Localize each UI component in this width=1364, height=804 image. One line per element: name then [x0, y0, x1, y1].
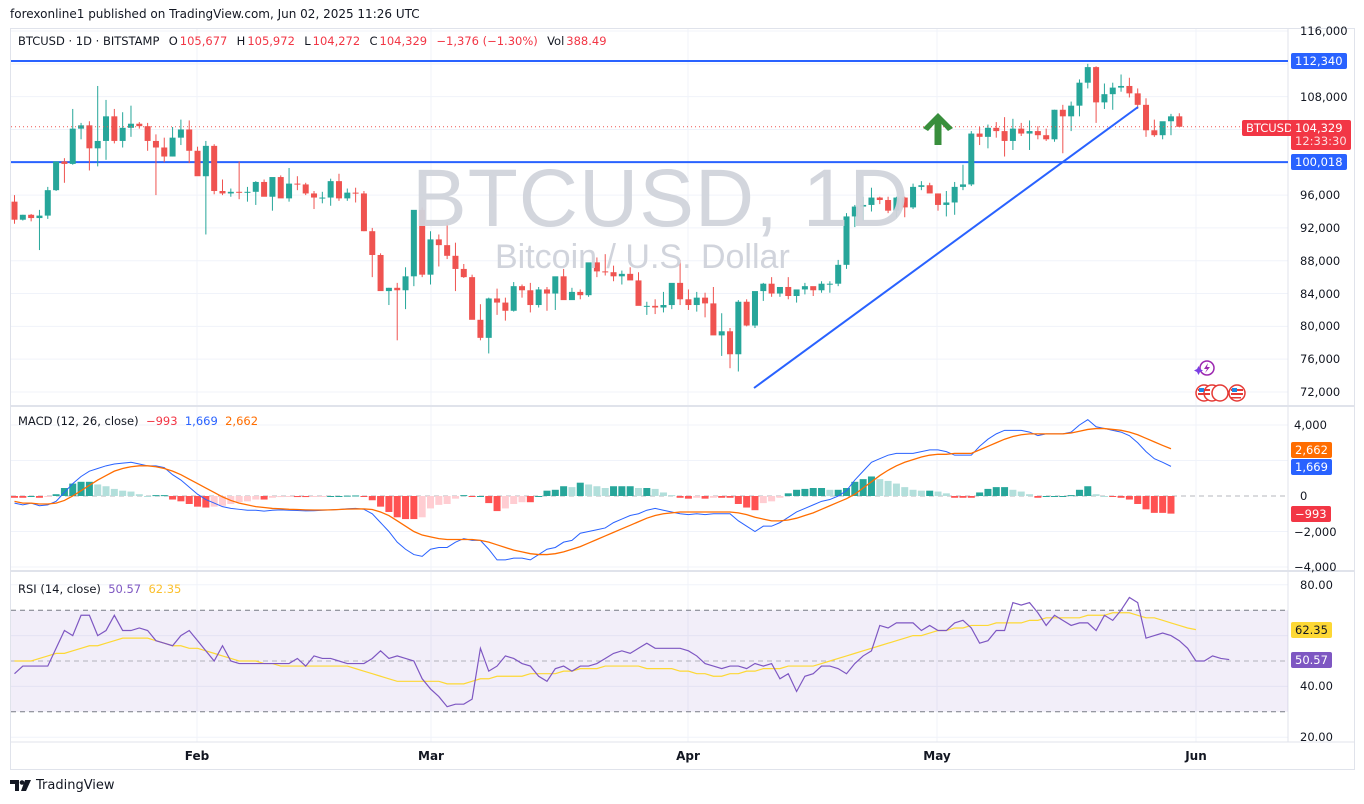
rsi-legend[interactable]: RSI (14, close) 50.57 62.35 [18, 582, 182, 596]
pane-divider-rsi[interactable] [10, 570, 1355, 572]
price-tick: 116,000 [1300, 24, 1348, 38]
rsi-ma-value: 62.35 [148, 582, 182, 596]
pane-divider-macd[interactable] [10, 405, 1355, 407]
tradingview-logo-icon [10, 779, 31, 791]
high-value: 105,972 [247, 34, 295, 48]
price-tick: 108,000 [1300, 89, 1348, 104]
time-label-jun: Jun [1185, 749, 1207, 763]
time-label-feb: Feb [184, 749, 210, 763]
symbol-legend: BTCUSD · 1D · BITSTAMP O 105,677 H 105,972… [18, 34, 607, 48]
price-tick: 72,000 [1300, 385, 1341, 399]
macd-signal-value: 2,662 [225, 414, 259, 428]
price-tick: 92,000 [1300, 220, 1341, 235]
macd-tick: 0 [1300, 489, 1308, 503]
symbol-price-tag: BTCUSD [1242, 120, 1297, 136]
macd-tick: −4,000 [1294, 560, 1337, 574]
rsi-value: 50.57 [108, 582, 142, 596]
symbol-info[interactable]: BTCUSD · 1D · BITSTAMP [18, 34, 160, 48]
last-price: 104,329 [1295, 121, 1343, 135]
macd-signal-badge: 2,662 [1291, 442, 1332, 458]
tradingview-brand: TradingView [36, 778, 115, 793]
price-tick: 80,000 [1300, 319, 1341, 334]
rsi-tick: 80.00 [1300, 577, 1333, 592]
watermark-title: BTCUSD, 1D [412, 153, 910, 244]
watermark-subtitle: Bitcoin / U.S. Dollar [495, 238, 790, 276]
candlesticks [11, 63, 1183, 372]
low-value: 104,272 [312, 34, 361, 48]
macd-tick: −2,000 [1294, 524, 1337, 539]
price-tick: 96,000 [1300, 188, 1341, 203]
macd-tick: 4,000 [1294, 418, 1327, 432]
time-label-may: May [923, 749, 951, 763]
rsi-ma-badge: 62.35 [1291, 622, 1332, 638]
us-flag-icon [1195, 384, 1246, 402]
resistance-level-badge: 112,340 [1291, 53, 1347, 69]
macd-histogram [11, 476, 1175, 520]
price-tick: 84,000 [1300, 286, 1341, 301]
bar-countdown: 12:33:30 [1295, 134, 1347, 148]
rsi-badge: 50.57 [1291, 652, 1332, 668]
last-price-badge: 104,329 12:33:30 [1291, 120, 1351, 150]
close-value: 104,329 [379, 34, 428, 48]
macd-axis[interactable]: 4,000 0 −2,000 −4,000 [1290, 0, 1354, 574]
rsi-tick: 20.00 [1300, 730, 1333, 745]
price-tick: 76,000 [1300, 352, 1341, 367]
time-label-mar: Mar [418, 749, 444, 763]
up-arrow-annotation-icon[interactable] [920, 110, 956, 148]
macd-line-badge: 1,669 [1291, 459, 1332, 475]
price-axis[interactable]: 116,000 108,000 96,000 92,000 88,000 84,000 80… [1290, 0, 1354, 405]
support-level-badge: 100,018 [1291, 154, 1347, 170]
price-tick: 88,000 [1300, 253, 1341, 268]
event-icons[interactable] [1190, 356, 1250, 410]
rsi-tick: 40.00 [1300, 679, 1333, 694]
published-caption: forexonline1 published on TradingView.co… [10, 7, 420, 21]
macd-line-value: 1,669 [184, 414, 218, 428]
macd-hist-value: −993 [145, 414, 178, 428]
macd-legend[interactable]: MACD (12, 26, close) −993 1,669 2,662 [18, 414, 259, 428]
change-value: −1,376 (−1.30%) [436, 34, 538, 48]
open-value: 105,677 [179, 34, 228, 48]
economic-events-icon[interactable] [1190, 356, 1250, 406]
rsi-axis[interactable]: 80.00 40.00 20.00 [1290, 0, 1354, 745]
time-label-apr: Apr [676, 749, 700, 763]
volume-value: 388.49 [566, 34, 607, 48]
trendline [753, 106, 1139, 389]
chart-frame [10, 28, 1355, 770]
macd-hist-badge: −993 [1291, 506, 1331, 522]
tradingview-logo[interactable]: TradingView [10, 778, 115, 793]
